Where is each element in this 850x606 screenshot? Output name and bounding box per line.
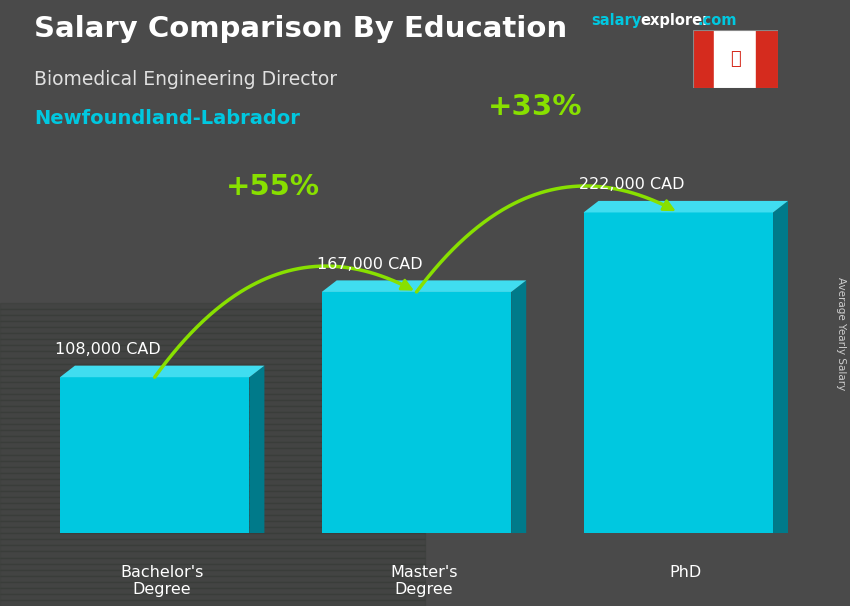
Text: .com: .com bbox=[698, 13, 737, 28]
Polygon shape bbox=[773, 201, 788, 533]
Text: PhD: PhD bbox=[670, 565, 702, 580]
Bar bbox=[0, 303, 425, 309]
Bar bbox=[0, 479, 425, 485]
Bar bbox=[0, 485, 425, 491]
Bar bbox=[0, 394, 425, 400]
Bar bbox=[0, 454, 425, 461]
Bar bbox=[0, 339, 425, 345]
Bar bbox=[0, 582, 425, 588]
Bar bbox=[0, 509, 425, 515]
Text: Biomedical Engineering Director: Biomedical Engineering Director bbox=[34, 70, 337, 88]
Bar bbox=[714, 30, 756, 88]
Bar bbox=[0, 551, 425, 558]
Bar bbox=[0, 473, 425, 479]
Bar bbox=[0, 533, 425, 539]
Polygon shape bbox=[584, 213, 773, 533]
Text: +33%: +33% bbox=[488, 93, 582, 121]
Bar bbox=[0, 491, 425, 497]
Bar bbox=[0, 521, 425, 527]
Bar bbox=[0, 327, 425, 333]
Bar bbox=[0, 558, 425, 564]
Text: 167,000 CAD: 167,000 CAD bbox=[317, 257, 422, 271]
Text: 🍁: 🍁 bbox=[730, 50, 740, 68]
Bar bbox=[0, 412, 425, 418]
Bar bbox=[0, 515, 425, 521]
Bar bbox=[0, 345, 425, 351]
Text: explorer: explorer bbox=[640, 13, 710, 28]
Text: +55%: +55% bbox=[226, 173, 320, 201]
Bar bbox=[0, 376, 425, 382]
Bar bbox=[693, 30, 714, 88]
Bar bbox=[0, 576, 425, 582]
Bar bbox=[0, 436, 425, 442]
Bar bbox=[0, 309, 425, 315]
Text: 108,000 CAD: 108,000 CAD bbox=[55, 342, 161, 357]
Bar bbox=[0, 564, 425, 570]
Bar bbox=[0, 364, 425, 370]
Bar bbox=[0, 600, 425, 606]
Bar bbox=[0, 388, 425, 394]
Bar bbox=[0, 333, 425, 339]
Bar bbox=[0, 497, 425, 503]
Text: salary: salary bbox=[591, 13, 641, 28]
Bar bbox=[0, 406, 425, 412]
Bar bbox=[0, 442, 425, 448]
Polygon shape bbox=[60, 365, 264, 377]
Bar bbox=[0, 418, 425, 424]
Bar bbox=[0, 588, 425, 594]
Bar bbox=[0, 400, 425, 406]
Bar bbox=[0, 430, 425, 436]
Bar bbox=[0, 570, 425, 576]
Bar bbox=[0, 545, 425, 551]
Polygon shape bbox=[322, 281, 526, 292]
Bar bbox=[0, 461, 425, 467]
Bar bbox=[0, 467, 425, 473]
Bar bbox=[0, 321, 425, 327]
Bar bbox=[0, 382, 425, 388]
Bar bbox=[0, 424, 425, 430]
Bar bbox=[0, 315, 425, 321]
Text: Master's
Degree: Master's Degree bbox=[390, 565, 458, 598]
Bar bbox=[756, 30, 778, 88]
Bar bbox=[0, 448, 425, 454]
Text: Average Yearly Salary: Average Yearly Salary bbox=[836, 277, 846, 390]
Polygon shape bbox=[60, 377, 249, 533]
Polygon shape bbox=[249, 365, 264, 533]
Bar bbox=[0, 503, 425, 509]
Bar bbox=[0, 351, 425, 358]
Text: Salary Comparison By Education: Salary Comparison By Education bbox=[34, 15, 567, 43]
Text: Bachelor's
Degree: Bachelor's Degree bbox=[121, 565, 204, 598]
Text: Newfoundland-Labrador: Newfoundland-Labrador bbox=[34, 109, 300, 128]
Polygon shape bbox=[322, 292, 511, 533]
Bar bbox=[0, 539, 425, 545]
Bar bbox=[0, 594, 425, 600]
Polygon shape bbox=[584, 201, 788, 213]
Bar bbox=[0, 370, 425, 376]
Polygon shape bbox=[511, 281, 526, 533]
Bar bbox=[0, 527, 425, 533]
Text: 222,000 CAD: 222,000 CAD bbox=[579, 177, 684, 192]
Bar bbox=[0, 358, 425, 364]
